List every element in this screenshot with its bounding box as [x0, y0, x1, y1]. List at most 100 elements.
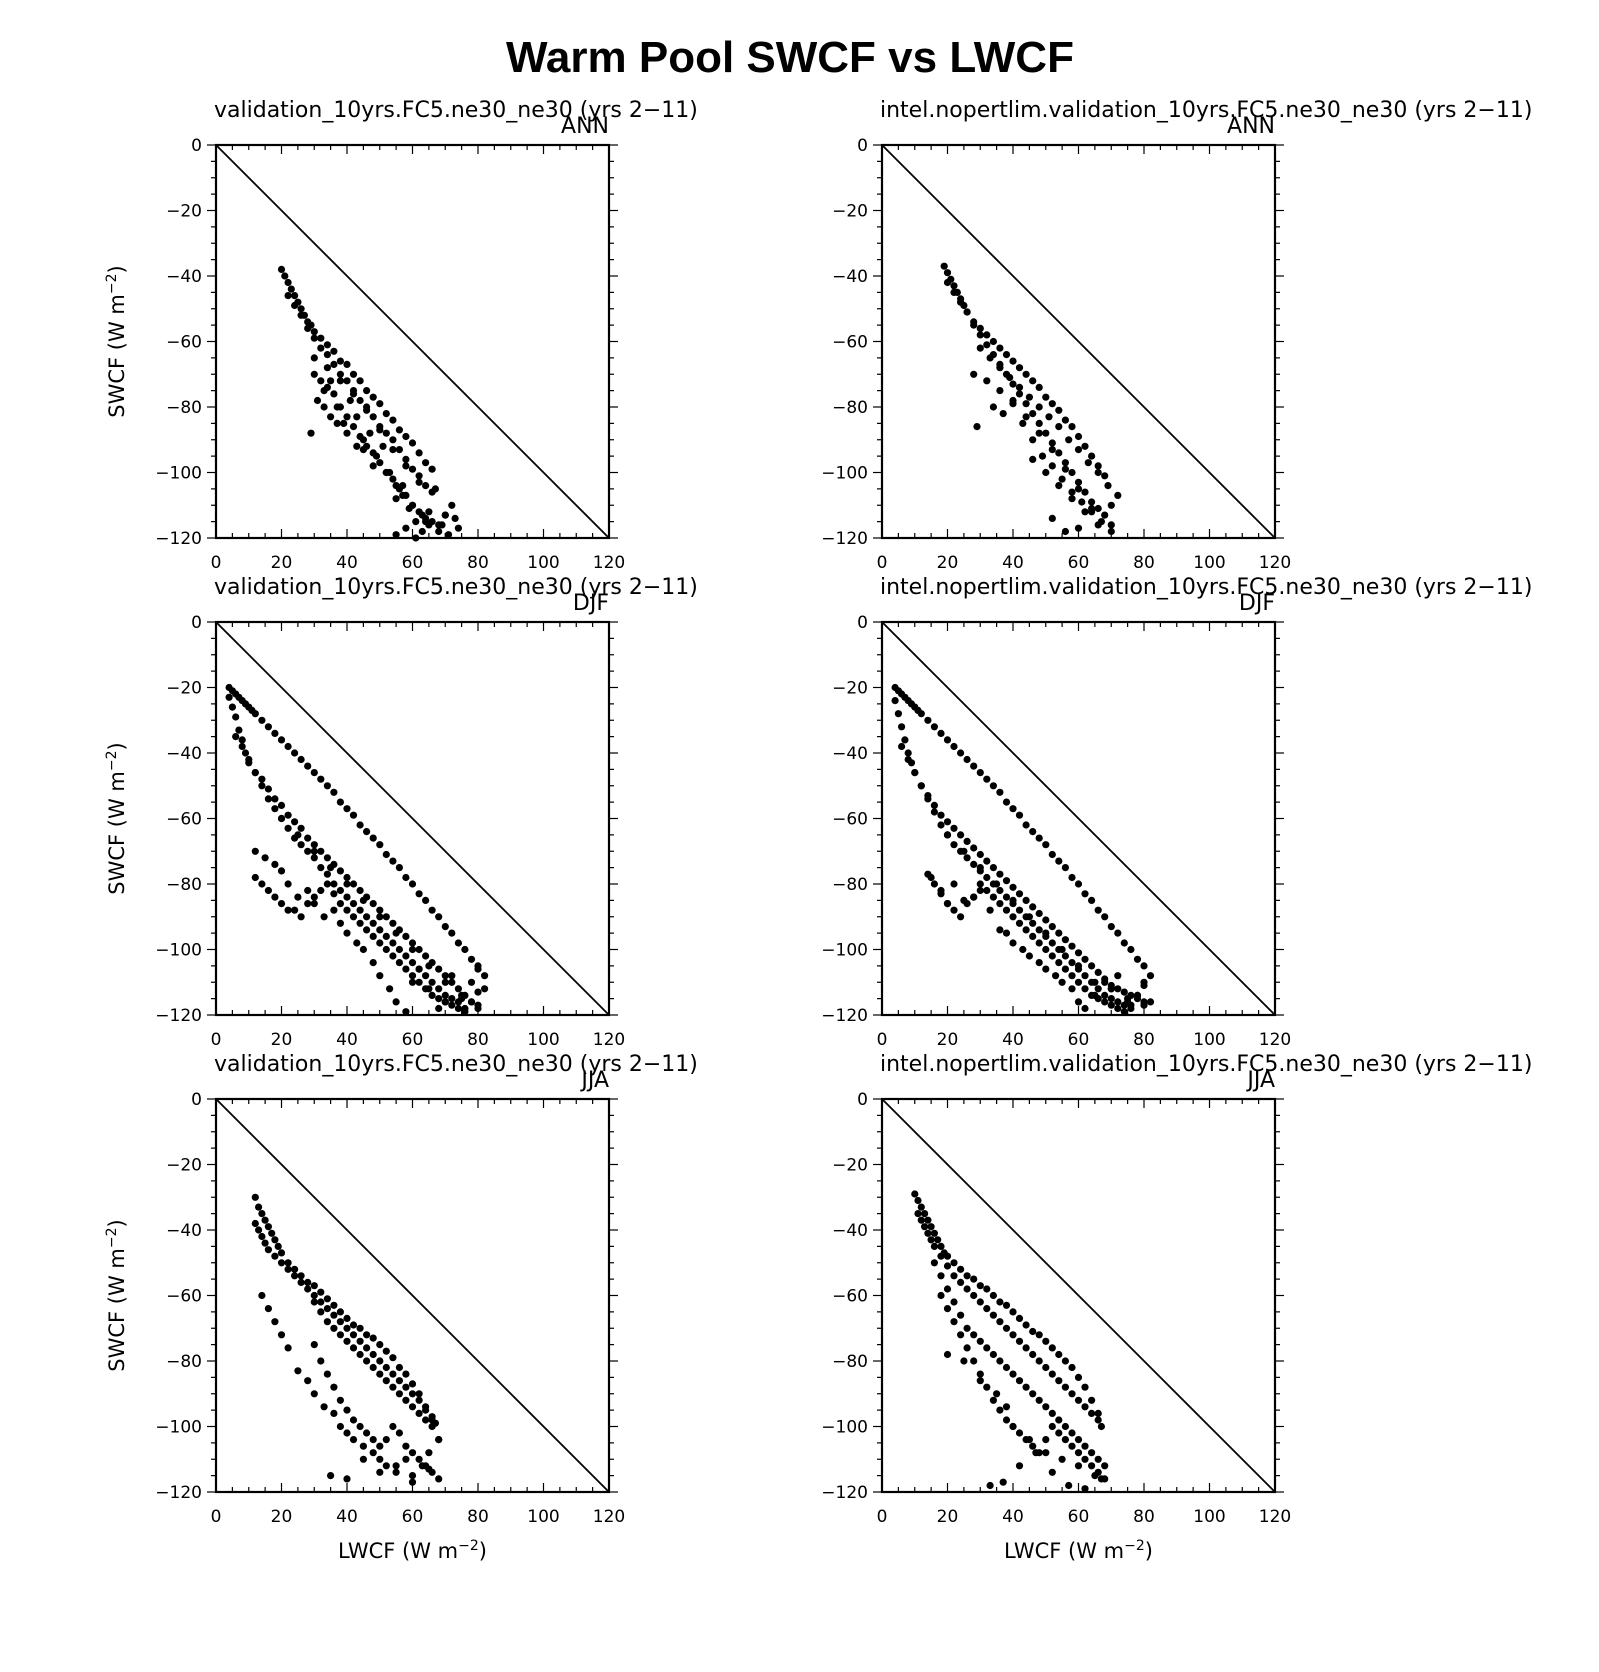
y-tick-label: −60: [166, 810, 202, 830]
data-point: [1048, 952, 1056, 960]
data-point: [330, 1383, 338, 1391]
data-point: [336, 867, 344, 875]
data-point: [448, 978, 456, 986]
data-point: [255, 1203, 263, 1211]
data-point: [251, 769, 259, 777]
y-tick-label: −100: [821, 1418, 868, 1438]
x-tick-label: 20: [271, 553, 293, 573]
y-tick-label: −120: [155, 529, 202, 549]
y-tick-label: 0: [191, 613, 202, 633]
data-point: [930, 1242, 939, 1250]
data-point: [1035, 1357, 1043, 1365]
data-point: [1035, 939, 1043, 947]
data-point: [402, 1383, 410, 1391]
data-point: [408, 1403, 417, 1411]
data-point: [310, 1341, 318, 1349]
data-point: [1015, 1377, 1024, 1385]
data-point: [1035, 909, 1043, 918]
data-point: [277, 814, 286, 823]
data-point: [963, 1272, 971, 1280]
data-point: [343, 1475, 351, 1483]
data-point: [1097, 1422, 1105, 1431]
data-point: [1104, 482, 1112, 490]
data-point: [415, 945, 423, 954]
data-point: [996, 1357, 1004, 1365]
data-point: [382, 945, 390, 954]
data-point: [389, 446, 397, 454]
data-point: [376, 459, 384, 467]
data-point: [1042, 945, 1050, 954]
x-tick-label: 0: [877, 1030, 888, 1050]
data-point: [1068, 1429, 1076, 1437]
data-point: [297, 305, 305, 313]
data-point: [317, 1308, 325, 1316]
data-point: [264, 886, 272, 895]
data-point: [1009, 913, 1017, 921]
data-point: [412, 534, 420, 542]
y-tick-label: 0: [857, 136, 868, 156]
data-point: [382, 410, 390, 418]
data-point: [225, 693, 233, 701]
data-point: [369, 1350, 377, 1359]
data-point: [1022, 370, 1030, 378]
data-point: [330, 360, 338, 368]
data-point: [251, 873, 259, 882]
data-point: [336, 886, 344, 895]
data-point: [963, 1344, 971, 1352]
data-point: [369, 959, 377, 967]
data-point: [402, 455, 410, 463]
y-tick-label: −40: [166, 1221, 202, 1241]
data-point: [359, 945, 367, 954]
data-point: [408, 880, 417, 888]
y-tick-label: −20: [166, 679, 202, 699]
data-point: [310, 354, 318, 362]
x-tick-label: 60: [1068, 553, 1090, 573]
data-point: [1061, 1383, 1069, 1391]
data-point: [294, 831, 302, 839]
data-point: [251, 1219, 259, 1228]
data-point: [408, 1472, 417, 1480]
data-point: [327, 413, 335, 421]
data-point: [284, 1344, 292, 1352]
data-point: [1061, 1357, 1069, 1365]
data-point: [366, 429, 374, 437]
data-point: [1055, 449, 1063, 457]
data-point: [428, 978, 436, 986]
data-point: [454, 939, 462, 947]
data-point: [1038, 452, 1047, 460]
data-point: [917, 710, 925, 718]
data-point: [363, 828, 371, 836]
data-point: [1094, 1455, 1102, 1463]
data-point: [1068, 942, 1076, 950]
panel-season-label: ANN: [561, 114, 609, 139]
data-point: [894, 710, 903, 718]
data-point: [349, 811, 358, 819]
data-point: [1045, 413, 1053, 421]
data-point: [422, 896, 430, 905]
data-point: [363, 913, 371, 921]
data-point: [1081, 1455, 1089, 1463]
data-point: [277, 867, 286, 875]
data-point: [431, 485, 439, 493]
data-point: [983, 873, 991, 882]
x-tick-label: 80: [1133, 1507, 1155, 1527]
data-point: [376, 906, 384, 914]
data-point: [1055, 482, 1063, 490]
scatter-points: [940, 262, 1122, 536]
data-point: [957, 1331, 965, 1339]
data-point: [356, 1422, 364, 1431]
data-point: [1009, 1308, 1017, 1316]
y-tick-label: −80: [832, 1352, 868, 1372]
data-point: [349, 1331, 358, 1339]
data-point: [346, 396, 354, 405]
data-point: [287, 285, 295, 293]
data-point: [960, 896, 968, 905]
data-point: [917, 782, 925, 790]
data-point: [1029, 828, 1037, 836]
x-tick-label: 40: [1002, 1030, 1024, 1050]
data-point: [950, 906, 958, 914]
data-point: [330, 390, 338, 398]
y-tick-label: −40: [166, 267, 202, 287]
y-tick-label: −120: [155, 1006, 202, 1026]
data-point: [336, 1422, 344, 1431]
